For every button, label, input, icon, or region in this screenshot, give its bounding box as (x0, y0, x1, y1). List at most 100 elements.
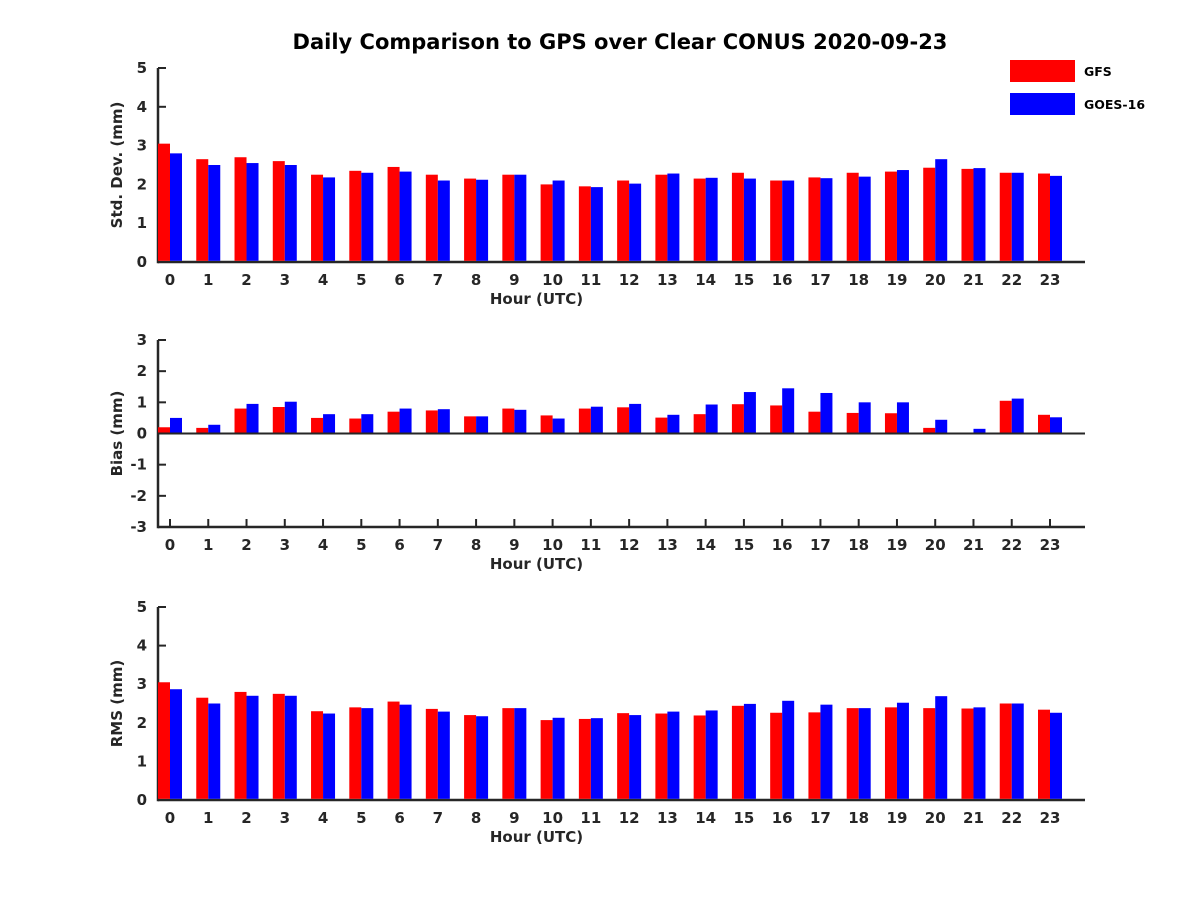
x-tick-label: 12 (619, 809, 640, 827)
bar-gfs-h3 (272, 693, 285, 799)
x-tick-label: 4 (318, 271, 328, 289)
y-axis-title: Bias (mm) (108, 391, 126, 477)
bar-goes16-h21 (973, 707, 986, 799)
bar-goes16-h15 (743, 392, 756, 433)
bar-goes16-h2 (246, 695, 259, 799)
y-tick-label: 0 (137, 425, 147, 443)
x-tick-label: 8 (471, 271, 481, 289)
bar-gfs-h7 (425, 708, 438, 799)
bar-goes16-h10 (552, 418, 565, 433)
x-tick-label: 23 (1040, 809, 1061, 827)
bar-goes16-h8 (476, 179, 489, 261)
bar-gfs-h23 (1038, 709, 1050, 799)
x-tick-label: 17 (810, 271, 831, 289)
bar-goes16-h23 (1050, 175, 1062, 261)
bar-goes16-h18 (858, 402, 871, 433)
bar-goes16-h23 (1050, 417, 1062, 433)
bar-gfs-h0 (158, 427, 170, 433)
x-tick-label: 19 (887, 271, 908, 289)
x-tick-label: 20 (925, 809, 946, 827)
bar-gfs-h12 (617, 407, 630, 433)
bar-goes16-h23 (1050, 712, 1062, 799)
x-axis-title: Hour (UTC) (490, 555, 583, 573)
bar-gfs-h23 (1038, 414, 1050, 433)
y-tick-label: 5 (137, 598, 147, 616)
bar-goes16-h16 (782, 388, 795, 433)
x-tick-label: 14 (695, 809, 716, 827)
bar-goes16-h21 (973, 428, 986, 433)
bar-gfs-h13 (655, 713, 668, 799)
x-axis-title: Hour (UTC) (490, 290, 583, 308)
legend-row-gfs: GFS (1010, 60, 1145, 82)
y-tick-label: 5 (137, 59, 147, 77)
bar-gfs-h13 (655, 174, 668, 261)
bar-goes16-h22 (1011, 172, 1024, 261)
bar-gfs-h20 (923, 167, 936, 261)
x-tick-label: 3 (280, 809, 290, 827)
x-tick-label: 13 (657, 271, 678, 289)
bar-goes16-h20 (935, 419, 948, 433)
bar-goes16-h5 (361, 414, 374, 433)
bar-goes16-h19 (896, 402, 909, 433)
bar-gfs-h9 (502, 708, 515, 799)
legend-label-gfs: GFS (1084, 63, 1112, 79)
y-axis-title: RMS (mm) (108, 660, 126, 747)
x-tick-label: 22 (1001, 809, 1022, 827)
bar-goes16-h13 (667, 173, 680, 261)
x-tick-label: 6 (394, 271, 404, 289)
bar-gfs-h1 (196, 427, 209, 433)
x-tick-label: 19 (887, 809, 908, 827)
bar-gfs-h17 (808, 177, 821, 261)
bar-goes16-h7 (437, 180, 450, 261)
bar-gfs-h18 (846, 172, 859, 261)
bar-goes16-h1 (208, 424, 221, 433)
y-tick-label: 1 (137, 752, 147, 770)
bar-gfs-h10 (540, 415, 553, 433)
x-tick-label: 18 (848, 809, 869, 827)
bar-goes16-h14 (705, 710, 718, 799)
bar-gfs-h11 (578, 718, 591, 799)
bar-gfs-h6 (387, 166, 400, 261)
x-tick-label: 12 (619, 536, 640, 554)
x-tick-label: 4 (318, 809, 328, 827)
x-tick-label: 11 (580, 271, 601, 289)
bar-gfs-h7 (425, 410, 438, 433)
bar-goes16-h8 (476, 416, 489, 433)
bar-gfs-h6 (387, 411, 400, 433)
y-axis-title: Std. Dev. (mm) (108, 102, 126, 229)
x-tick-label: 7 (433, 809, 443, 827)
bar-goes16-h22 (1011, 703, 1024, 799)
bar-gfs-h14 (693, 414, 706, 433)
bar-gfs-h22 (999, 703, 1012, 799)
bar-gfs-h19 (884, 413, 897, 433)
y-tick-label: -2 (130, 487, 147, 505)
bar-goes16-h16 (782, 700, 795, 799)
bar-gfs-h20 (923, 708, 936, 799)
bar-goes16-h4 (323, 177, 336, 261)
chart-title: Daily Comparison to GPS over Clear CONUS… (292, 30, 948, 54)
bar-goes16-h4 (323, 713, 336, 799)
bar-goes16-h13 (667, 414, 680, 433)
bar-gfs-h22 (999, 172, 1012, 261)
bar-gfs-h3 (272, 407, 285, 433)
x-tick-label: 21 (963, 271, 984, 289)
x-tick-label: 14 (695, 536, 716, 554)
x-tick-label: 22 (1001, 271, 1022, 289)
bar-goes16-h18 (858, 708, 871, 799)
y-tick-label: 1 (137, 393, 147, 411)
x-tick-label: 16 (772, 536, 793, 554)
bar-gfs-h20 (923, 427, 936, 433)
bar-gfs-h17 (808, 712, 821, 799)
bar-goes16-h17 (820, 392, 833, 433)
x-tick-label: 18 (848, 271, 869, 289)
x-tick-label: 21 (963, 809, 984, 827)
bar-gfs-h12 (617, 713, 630, 799)
x-tick-label: 9 (509, 536, 519, 554)
bar-goes16-h12 (629, 183, 642, 261)
bar-goes16-h13 (667, 711, 680, 799)
y-tick-label: 0 (137, 253, 147, 271)
x-tick-label: 2 (241, 536, 251, 554)
y-tick-label: 4 (137, 98, 147, 116)
x-tick-label: 11 (580, 536, 601, 554)
